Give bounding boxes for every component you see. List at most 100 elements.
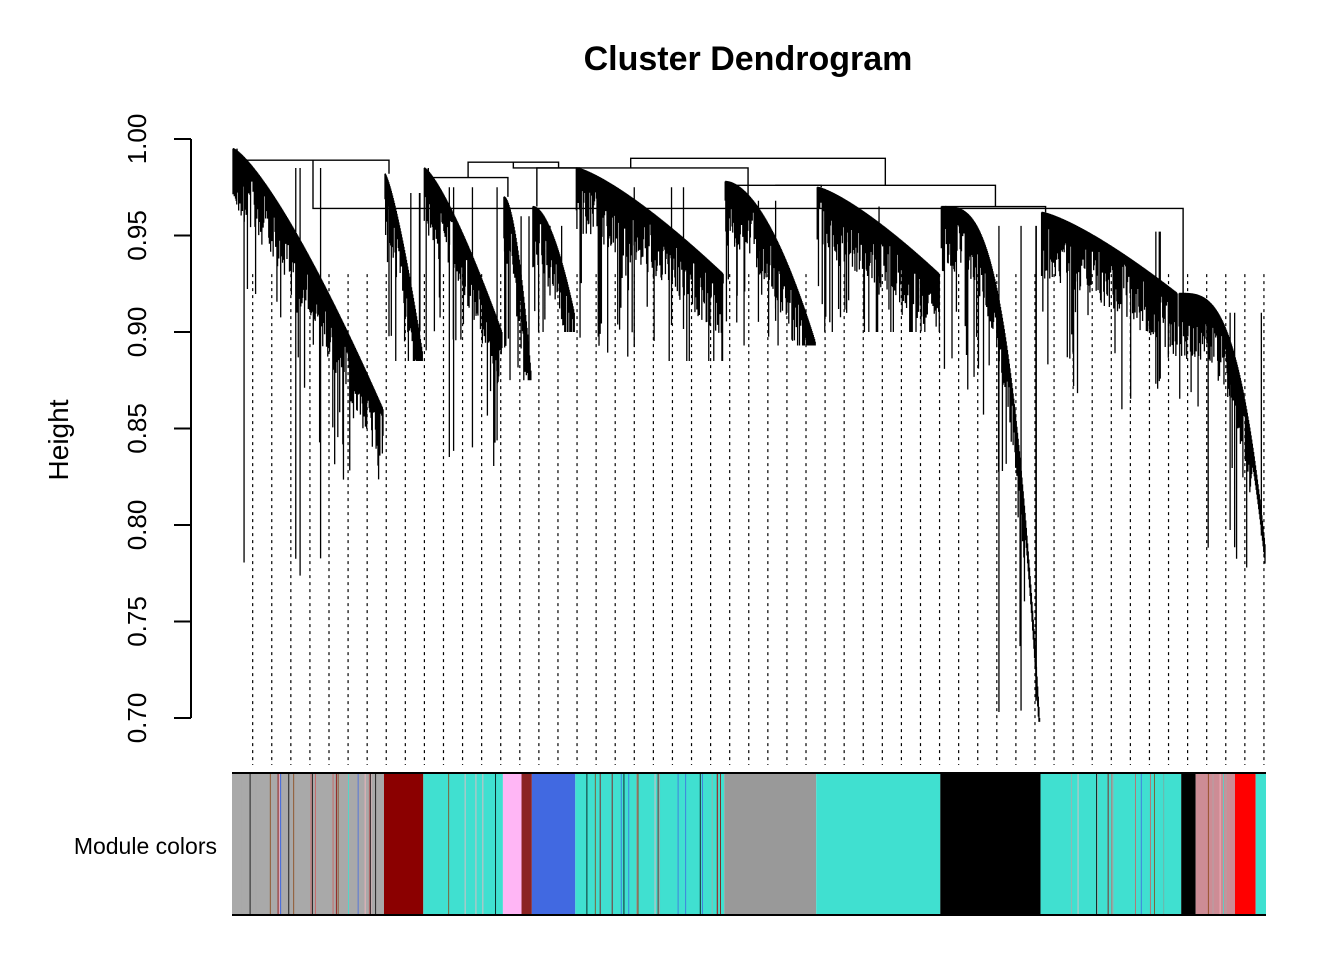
module-color-stripe [1098,773,1100,915]
module-color-stripe [1163,773,1165,915]
module-color-block [940,773,1041,915]
y-axis: 0.70 0.75 0.80 0.85 0.90 0.95 1.00 [122,114,192,744]
module-color-block [502,773,522,915]
cluster-branches [232,148,384,576]
module-color-stripe [1066,773,1068,915]
module-color-stripe [1111,773,1113,915]
cluster-branches [384,173,423,361]
module-color-stripe [279,773,281,915]
module-color-stripe [368,773,370,915]
cluster-royalblue [532,205,575,332]
module-segment [575,773,725,915]
module-segment [1255,773,1266,915]
module-color-stripe [1096,773,1098,915]
cluster-branches [423,167,503,467]
module-color-stripe [335,773,337,915]
module-color-stripe [1057,773,1059,915]
module-color-stripe [599,773,601,915]
cluster-branches [1178,292,1266,568]
module-color-stripe [1212,773,1214,915]
module-color-stripe [470,773,472,915]
module-color-stripe [369,773,371,915]
module-color-stripe [310,773,312,915]
module-color-block [1255,773,1266,915]
module-color-stripe [475,773,477,915]
module-color-stripe [375,773,377,915]
module-segment [816,773,941,915]
module-color-stripe [1107,773,1109,915]
module-color-block [1181,773,1196,915]
module-color-stripe [370,773,372,915]
cluster-branches [503,196,532,381]
module-color-stripe [1092,773,1094,915]
module-segment [521,773,532,915]
module-color-stripe [719,773,721,915]
module-color-stripe [594,773,596,915]
module-colors-band [232,772,1266,916]
module-color-stripe [448,773,450,915]
module-color-stripe [602,773,604,915]
module-segment [423,773,503,915]
module-color-stripe [654,773,656,915]
module-color-stripe [707,773,709,915]
module-color-stripe [657,773,659,915]
cluster-pink-brown [503,196,532,381]
module-color-block [1234,773,1256,915]
module-color-block [1040,773,1182,915]
module-color-stripe [332,773,334,915]
module-color-stripe [620,773,622,915]
module-color-stripe [701,773,703,915]
cluster-turquoise-a [423,167,503,467]
module-color-block [575,773,725,915]
module-color-stripe [255,773,257,915]
module-segment [1234,773,1256,915]
cluster-turquoise-b [575,167,724,361]
module-color-stripe [699,773,701,915]
module-color-stripe [716,773,718,915]
module-color-stripe [1149,773,1151,915]
y-tick-label: 1.00 [122,114,152,165]
module-color-stripe [364,773,366,915]
module-color-stripe [278,773,280,915]
module-color-stripe [660,773,662,915]
cluster-branches [1040,211,1178,410]
cluster-branches [575,167,724,361]
cluster-branches [724,180,816,346]
module-segment [1195,773,1235,915]
module-color-block [383,773,424,915]
module-color-stripe [277,773,279,915]
cluster-black [940,205,1041,722]
module-color-stripe [711,773,713,915]
module-color-stripe [1140,773,1142,915]
module-segment [1181,773,1196,915]
module-color-block [531,773,576,915]
dendrogram-tree [232,148,1266,722]
module-color-stripe [482,773,484,915]
module-color-block [1195,773,1235,915]
module-color-stripe [357,773,359,915]
module-segment [940,773,1041,915]
module-color-stripe [240,773,242,915]
module-color-stripe [464,773,466,915]
module-color-stripe [311,773,313,915]
module-color-block [724,773,817,915]
y-tick-label: 0.70 [122,693,152,744]
cluster-red-tail [1178,292,1266,568]
module-color-stripe [1123,773,1125,915]
chart-title: Cluster Dendrogram [584,40,913,78]
module-color-stripe [1096,773,1098,915]
module-color-stripe [1112,773,1114,915]
module-segment [502,773,522,915]
module-color-block [423,773,503,915]
y-tick-label: 0.90 [122,307,152,358]
leaf-guides [252,274,1265,765]
module-color-stripe [685,773,687,915]
cluster-grey-mixed [232,148,384,576]
module-color-stripe [1071,773,1073,915]
module-color-stripe [611,773,613,915]
module-color-stripe [623,773,625,915]
module-color-stripe [669,773,671,915]
module-color-stripe [637,773,639,915]
